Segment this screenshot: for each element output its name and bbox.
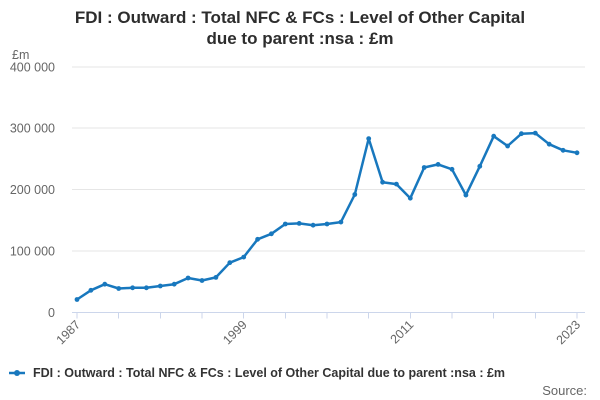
data-point-marker bbox=[519, 131, 524, 137]
chart-title-line1: FDI : Outward : Total NFC & FCs : Level … bbox=[74, 8, 526, 27]
data-point-marker bbox=[449, 166, 455, 172]
data-point-marker bbox=[352, 192, 358, 197]
data-point-marker bbox=[88, 287, 94, 293]
data-point-marker bbox=[269, 231, 274, 237]
data-point-marker bbox=[435, 162, 441, 167]
x-axis-tick-label: 1987 bbox=[54, 318, 84, 348]
series-line bbox=[75, 131, 579, 301]
y-axis-tick-label: 300 000 bbox=[10, 122, 55, 136]
data-point-marker bbox=[199, 278, 205, 283]
y-axis-tick-label: 200 000 bbox=[10, 183, 55, 197]
chart-title-line2: due to parent :nsa : £m bbox=[206, 29, 394, 48]
data-point-marker bbox=[394, 181, 399, 187]
data-point-marker bbox=[282, 221, 288, 227]
y-axis-tick-label: 0 bbox=[48, 306, 55, 320]
data-point-marker bbox=[227, 260, 233, 266]
data-point-marker bbox=[574, 150, 580, 156]
x-axis-tick-label: 2011 bbox=[388, 318, 417, 347]
x-axis-tick-label: 2023 bbox=[554, 318, 584, 348]
data-point-marker bbox=[546, 141, 552, 147]
data-point-marker bbox=[185, 275, 191, 281]
data-point-marker bbox=[366, 136, 372, 142]
y-axis-tick-label: 400 000 bbox=[10, 60, 55, 74]
chart-title: FDI : Outward : Total NFC & FCs : Level … bbox=[0, 7, 600, 49]
x-axis-tick-label: 1999 bbox=[220, 318, 250, 348]
data-point-marker bbox=[407, 195, 413, 201]
data-point-marker bbox=[380, 179, 385, 185]
data-point-marker bbox=[116, 286, 122, 291]
data-point-marker bbox=[477, 163, 483, 169]
legend-label: FDI : Outward : Total NFC & FCs : Level … bbox=[33, 366, 506, 380]
data-point-marker bbox=[421, 165, 427, 170]
legend-item[interactable]: FDI : Outward : Total NFC & FCs : Level … bbox=[8, 364, 505, 382]
data-point-marker bbox=[255, 236, 260, 242]
data-point-marker bbox=[310, 222, 316, 228]
data-point-marker bbox=[338, 219, 344, 225]
y-axis-unit-label: £m bbox=[12, 48, 29, 62]
data-point-marker bbox=[491, 133, 497, 139]
data-point-marker bbox=[241, 254, 247, 260]
data-point-marker bbox=[532, 130, 538, 136]
data-point-marker bbox=[130, 285, 136, 291]
data-point-marker bbox=[505, 143, 510, 149]
data-point-marker bbox=[324, 221, 330, 227]
data-point-marker bbox=[463, 192, 469, 198]
y-axis-tick-label: 100 000 bbox=[10, 245, 55, 259]
data-point-marker bbox=[213, 275, 219, 280]
data-point-marker bbox=[157, 283, 163, 289]
data-point-marker bbox=[296, 221, 302, 226]
data-point-marker bbox=[74, 297, 80, 302]
data-point-marker bbox=[144, 285, 149, 291]
source-credit: Source: bbox=[542, 383, 587, 398]
legend-line-marker-icon bbox=[9, 370, 25, 376]
data-point-marker bbox=[560, 147, 566, 153]
data-point-marker bbox=[102, 281, 108, 287]
data-point-marker bbox=[171, 281, 177, 287]
